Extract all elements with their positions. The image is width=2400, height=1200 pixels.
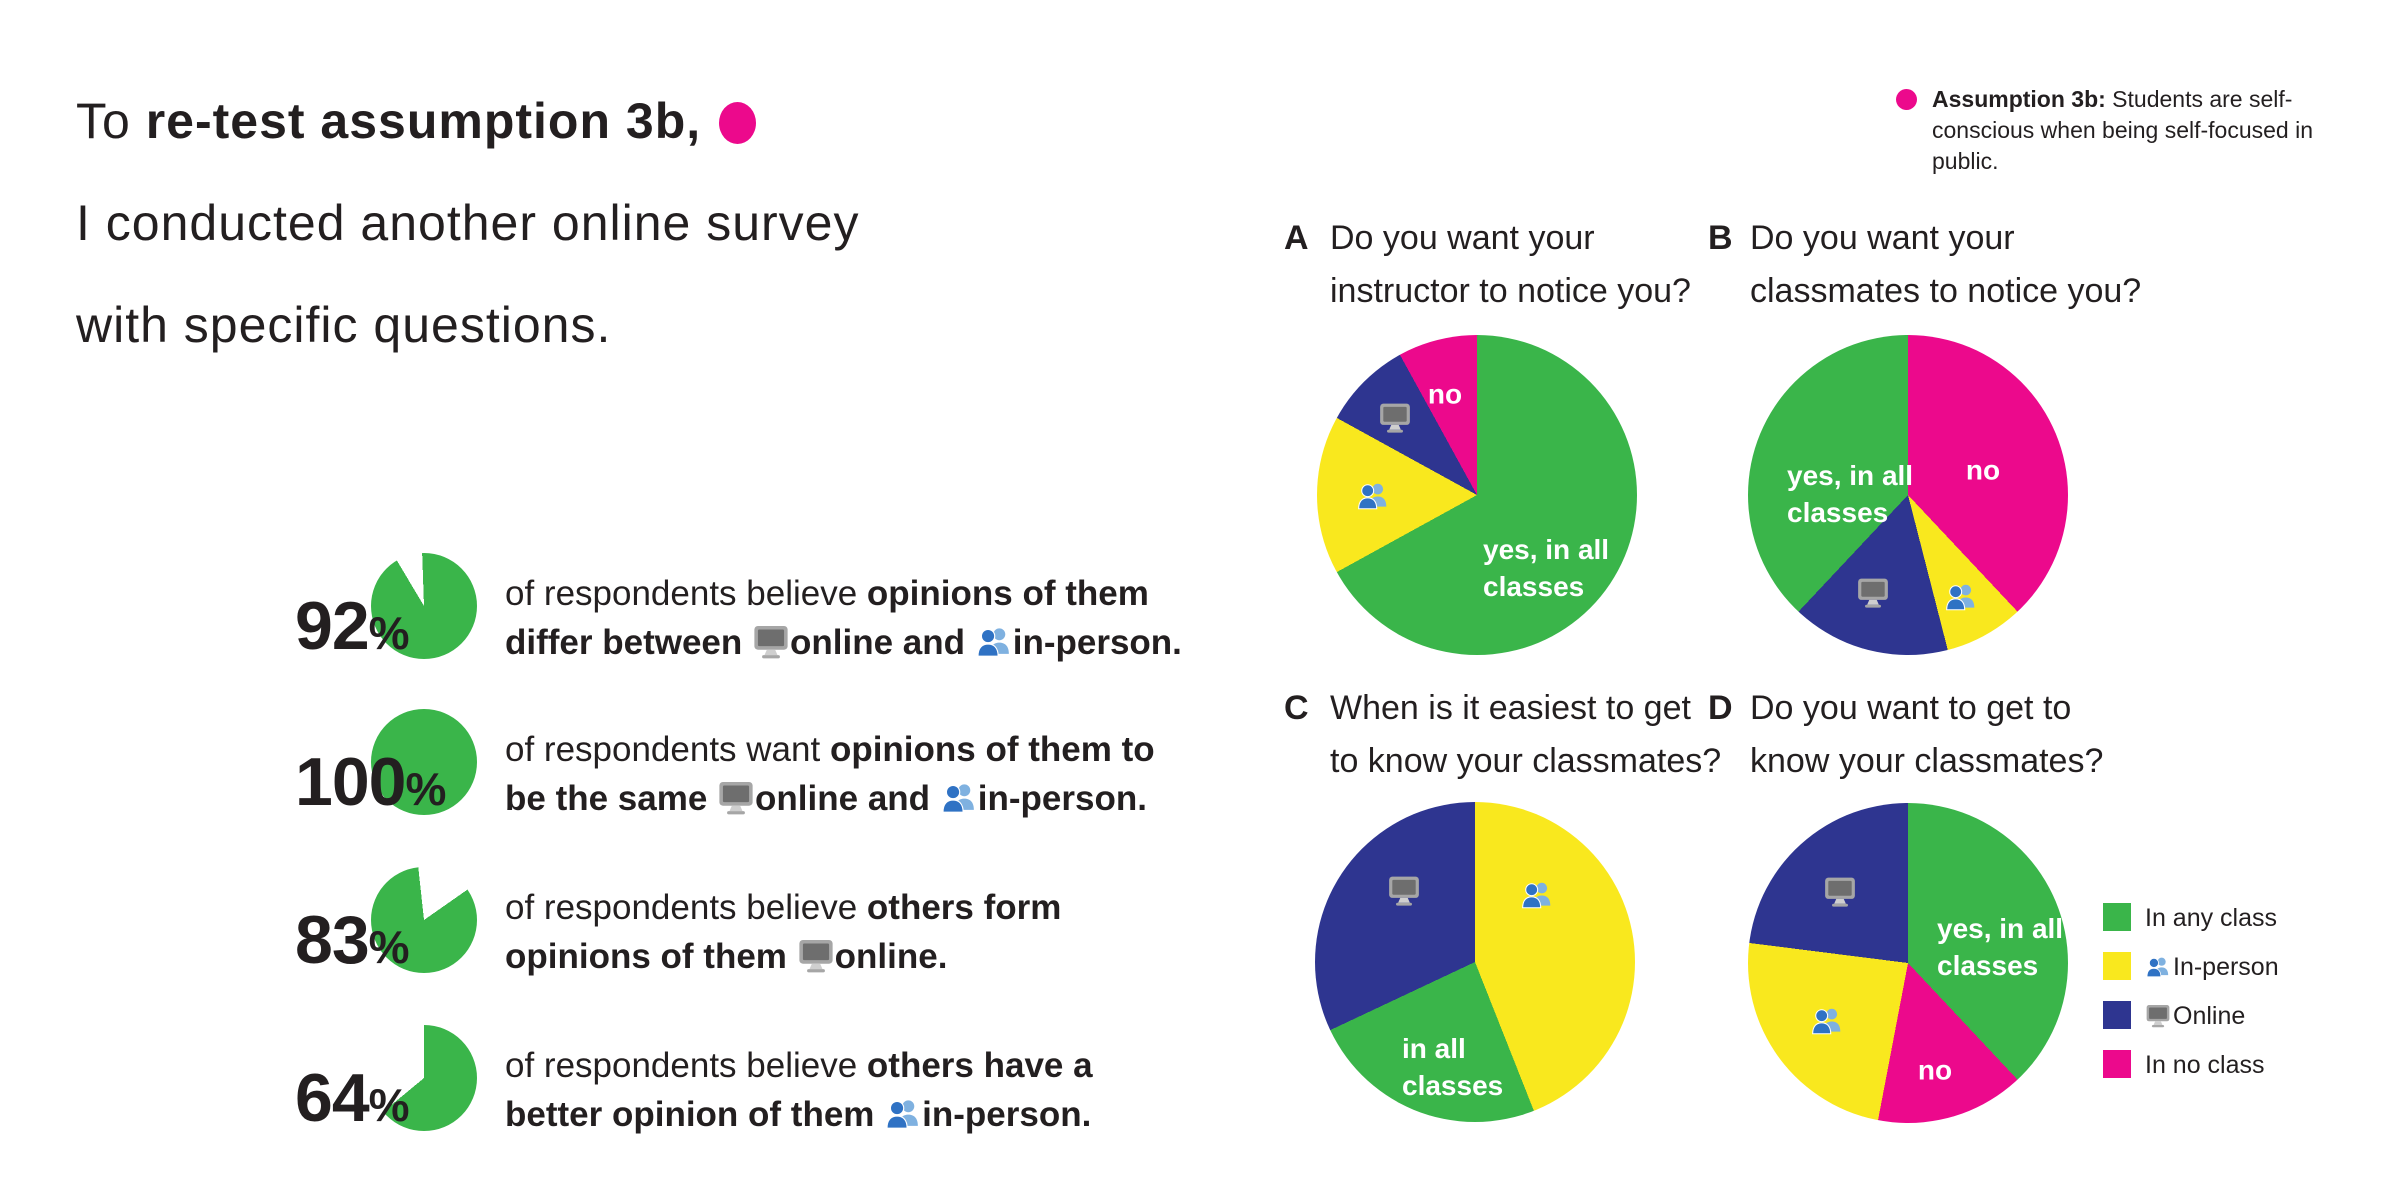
pink-dot-icon xyxy=(719,102,757,144)
legend-label: In-person xyxy=(2145,952,2279,987)
legend-swatch xyxy=(2103,903,2131,931)
pie-chart-c: in all classes xyxy=(1315,802,1635,1122)
stat-donut xyxy=(371,867,477,973)
people-icon xyxy=(1944,580,1978,614)
people-icon xyxy=(940,779,978,830)
question-letter-c: C xyxy=(1284,689,1309,727)
stat-row: 100% of respondents want opinions of them… xyxy=(0,709,1260,820)
title-regular: To xyxy=(76,93,146,149)
stat-value: 100% xyxy=(295,744,446,820)
monitor-icon xyxy=(2145,1003,2171,1036)
stat-donut xyxy=(371,553,477,659)
title-line-2: I conducted another online survey xyxy=(76,195,860,251)
pink-bullet-icon xyxy=(1896,89,1917,110)
assumption-note: Assumption 3b: Students are self- consci… xyxy=(1896,84,2322,177)
assumption-note-text: Assumption 3b: Students are self- consci… xyxy=(1932,84,2322,177)
note-line-1: Assumption 3b: Students are self- xyxy=(1932,86,2293,112)
legend-label: In no class xyxy=(2145,1051,2265,1079)
stat-donut xyxy=(371,1025,477,1131)
legend-label: In any class xyxy=(2145,904,2278,932)
pie-slice-label: no xyxy=(1427,378,1463,410)
pie-chart-d: yes, in all classes no xyxy=(1748,803,2068,1123)
people-icon xyxy=(1356,479,1390,513)
stat-description: of respondents believe opinions of them d… xyxy=(505,569,1182,674)
monitor-icon xyxy=(1856,576,1890,610)
legend-swatch xyxy=(2103,1050,2131,1078)
monitor-icon xyxy=(717,779,755,830)
pie-chart-a: yes, in all classes no xyxy=(1317,335,1637,655)
pie-slice-label: yes, in all classes xyxy=(1787,460,1914,528)
question-text-a: Do you want your instructor to notice you… xyxy=(1330,219,1691,310)
stat-donut xyxy=(371,709,477,815)
pie-slice-label: no xyxy=(1965,454,2001,486)
monitor-icon xyxy=(1823,875,1857,909)
stat-value: 92% xyxy=(295,588,410,664)
question-letter-d: D xyxy=(1708,689,1733,727)
legend-swatch xyxy=(2103,952,2131,980)
stat-row: 83% of respondents believe others form opi… xyxy=(0,867,1260,978)
stat-value: 64% xyxy=(295,1060,410,1136)
question-text-d: Do you want to get to know your classmate… xyxy=(1750,689,2104,780)
monitor-icon xyxy=(1378,401,1412,435)
note-line-2: conscious when being self-focused in xyxy=(1932,117,2314,143)
title-bold: re-test assumption 3b, xyxy=(145,93,702,149)
monitor-icon xyxy=(797,937,835,988)
page-title: To re-test assumption 3b, I conducted an… xyxy=(76,70,860,376)
legend-label: Online xyxy=(2145,1001,2245,1036)
monitor-icon xyxy=(752,623,790,674)
stat-description: of respondents believe others form opinio… xyxy=(505,883,1061,988)
people-icon xyxy=(975,623,1013,674)
note-line-3: public. xyxy=(1932,148,1999,174)
question-text-c: When is it easiest to get to know your cl… xyxy=(1330,689,1722,780)
pie-slice-label: yes, in all classes xyxy=(1483,534,1610,602)
question-letter-a: A xyxy=(1284,219,1309,257)
people-icon xyxy=(1520,878,1554,912)
people-icon xyxy=(884,1095,922,1146)
pie-slice-label: in all classes xyxy=(1402,1033,1504,1101)
question-text-b: Do you want your classmates to notice you… xyxy=(1750,219,2142,310)
pie-slice-label: yes, in all classes xyxy=(1937,913,2064,981)
stat-description: of respondents want opinions of them to b… xyxy=(505,725,1155,830)
question-letter-b: B xyxy=(1708,219,1733,257)
people-icon xyxy=(1810,1004,1844,1038)
title-line-3: with specific questions. xyxy=(76,297,612,353)
stat-value: 83% xyxy=(295,902,410,978)
pie-chart-b: no yes, in all classes xyxy=(1748,335,2068,655)
monitor-icon xyxy=(1387,874,1421,908)
stat-row: 92% of respondents believe opinions of th… xyxy=(0,553,1260,664)
stat-description: of respondents believe others have a bett… xyxy=(505,1041,1093,1146)
title-line-1: To re-test assumption 3b, xyxy=(76,70,860,172)
pie-slice-label: no xyxy=(1917,1054,1953,1086)
legend-swatch xyxy=(2103,1001,2131,1029)
people-icon xyxy=(2145,954,2171,987)
